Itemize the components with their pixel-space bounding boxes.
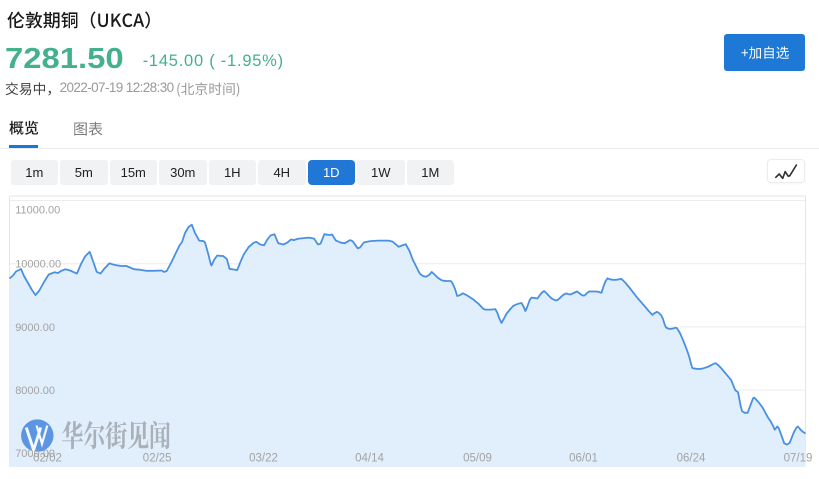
svg-text:9000.00: 9000.00 <box>15 322 55 334</box>
svg-text:04/14: 04/14 <box>355 452 384 464</box>
svg-text:05/09: 05/09 <box>463 452 492 464</box>
svg-text:11000.00: 11000.00 <box>15 204 60 216</box>
svg-text:06/24: 06/24 <box>677 452 706 464</box>
svg-text:06/01: 06/01 <box>569 452 598 464</box>
svg-text:8000.00: 8000.00 <box>15 385 55 397</box>
svg-text:03/22: 03/22 <box>249 452 278 464</box>
svg-text:07/19: 07/19 <box>784 452 813 464</box>
svg-text:7000.00: 7000.00 <box>15 448 55 460</box>
svg-text:02/02: 02/02 <box>33 452 62 464</box>
svg-text:02/25: 02/25 <box>143 452 172 464</box>
svg-text:10000.00: 10000.00 <box>15 259 61 271</box>
